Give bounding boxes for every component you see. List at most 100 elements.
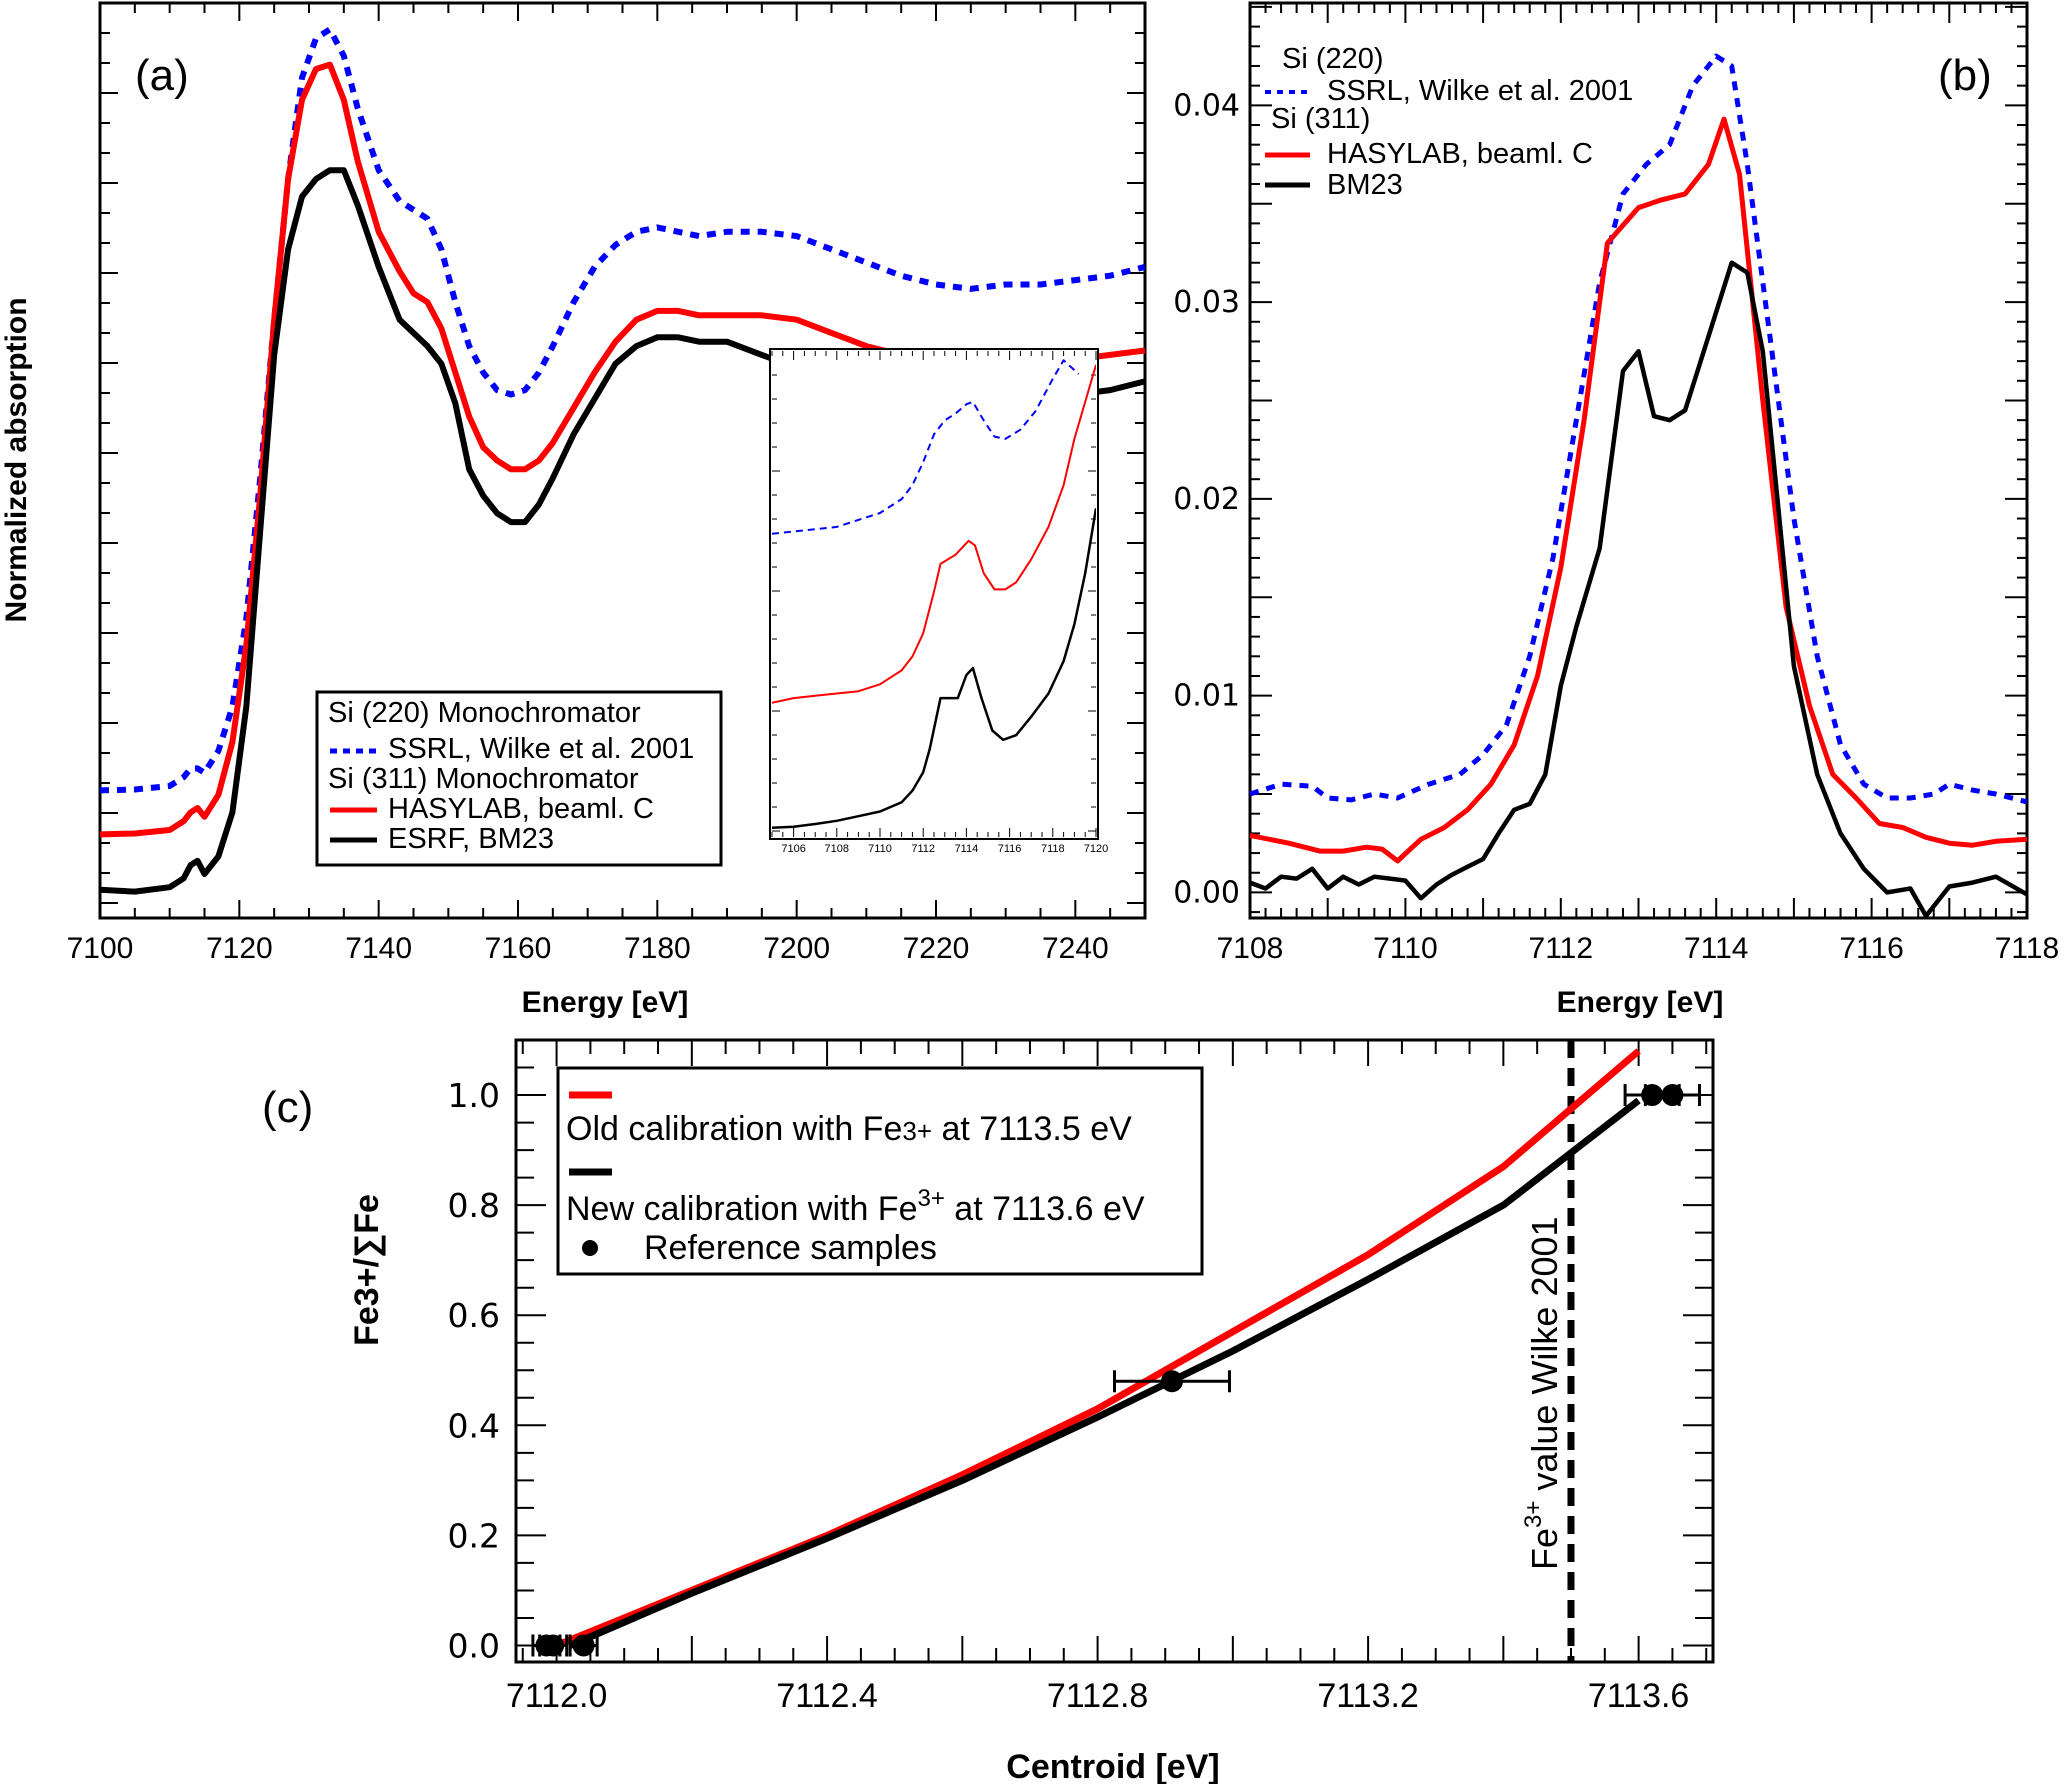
inset-xtick-label: 7114	[955, 843, 979, 855]
panel-a-xtick-label: 7100	[67, 932, 134, 965]
panel-b-series-esrf	[1249, 260, 2029, 919]
panel-c-series-new	[568, 1097, 1641, 1649]
panel-c: 0.0 0.2 0.4 0.6 0.8 1.0 7112.0 7112.4 7112.8 7113…	[262, 1038, 1715, 1784]
wilke-2001-label: Fe3+ value Wilke 2001	[1520, 1216, 1565, 1570]
legend-c-new-sup: 3+	[917, 1185, 944, 1212]
panel-c-xtick-label: 7113.6	[1588, 1677, 1689, 1715]
inset-xtick-label: 7112	[911, 843, 935, 855]
inset-xtick-label: 7106	[781, 843, 805, 855]
panel-c-ticks: 0.0 0.2 0.4 0.6 0.8 1.0 7112.0 7112.4 7112.8 7113…	[448, 1039, 1713, 1715]
inset-series-hasylab	[772, 364, 1096, 704]
panel-c-points	[531, 1084, 1701, 1657]
panel-a-xtick-label: 7160	[485, 932, 552, 965]
panel-c-frame	[514, 1038, 1715, 1664]
inset-ticks: 7106 7108 7110 7112 7114 7116 7118 7120	[771, 351, 1108, 855]
panel-b-xtick-label: 7108	[1217, 932, 1284, 965]
inset-xtick-label: 7108	[825, 843, 849, 855]
legend-label-ssrl: SSRL, Wilke et al. 2001	[388, 733, 694, 765]
inset-xtick-label: 7120	[1084, 843, 1108, 855]
legend-b-label-esrf: BM23	[1327, 169, 1403, 201]
inset-xtick-label: 7116	[998, 843, 1022, 855]
panel-a-xtick-label: 7220	[903, 932, 970, 965]
panel-c-series	[555, 1048, 1641, 1649]
panel-b-xtick-label: 7110	[1373, 932, 1438, 965]
panel-a-ticks: 7100 7120 7140 7160 7180 7200 7220 7240	[67, 3, 1146, 965]
panel-c-ytick-label: 1.0	[448, 1076, 500, 1115]
legend-b-header-si220: Si (220)	[1282, 43, 1384, 75]
panel-c-ytick-label: 0.0	[448, 1626, 500, 1665]
panel-c-reference-line: Fe3+ value Wilke 2001	[1520, 1040, 1575, 1662]
legend-c-old-sup: 3+	[902, 1116, 932, 1146]
panel-b-xtick-label: 7118	[1995, 932, 2060, 965]
legend-b-label-hasylab: HASYLAB, beaml. C	[1327, 138, 1593, 170]
panel-b: 0.00 0.01 0.02 0.03 0.04 7108 7110 7112 7114 7116…	[1173, 1, 2059, 1019]
panel-b-xlabel: Energy [eV]	[1557, 986, 1724, 1019]
panel-c-legend-box	[556, 1066, 1204, 1276]
legend-c-label-refs: Reference samples	[644, 1229, 937, 1267]
panel-b-xtick-label: 7112	[1529, 932, 1594, 965]
panel-c-xtick-label: 7113.2	[1317, 1677, 1418, 1715]
legend-label-hasylab: HASYLAB, beaml. C	[388, 793, 654, 825]
panel-c-label: (c)	[262, 1083, 313, 1132]
panel-c-ytick-label: 0.4	[448, 1406, 500, 1445]
inset-series-ssrl	[772, 359, 1080, 535]
legend-c-label-old: Old calibration with Fe3+ at 7113.5 eV	[566, 1110, 1132, 1148]
panel-b-ytick-label: 0.04	[1173, 88, 1240, 123]
panel-b-series-ssrl	[1249, 53, 2028, 805]
inset-series-group	[772, 359, 1096, 829]
panel-c-xtick-label: 7112.8	[1047, 1677, 1148, 1715]
panel-a-series-hasylab	[99, 61, 1146, 838]
legend-b-header-si311: Si (311)	[1271, 103, 1370, 135]
panel-a: 7100 7120 7140 7160 7180 7200 7220 7240 (a) Nor…	[0, 1, 1147, 1019]
inset-xtick-label: 7110	[868, 843, 892, 855]
panel-b-ytick-label: 0.01	[1173, 679, 1240, 714]
panel-a-xtick-label: 7120	[206, 932, 273, 965]
legend-c-new-after: at 7113.6 eV	[945, 1190, 1145, 1228]
inset-series	[772, 359, 1096, 829]
inset-xtick-label: 7118	[1041, 843, 1065, 855]
legend-c-new-main: New calibration with Fe	[566, 1190, 917, 1228]
panel-a-series-ssrl	[99, 26, 1146, 794]
legend-header-si311: Si (311) Monochromator	[328, 763, 639, 795]
panel-b-series-hasylab	[1249, 116, 2028, 864]
panel-a-ylabel: Normalized absorption	[0, 297, 33, 622]
legend-b-label-ssrl: SSRL, Wilke et al. 2001	[1327, 75, 1633, 107]
panel-b-legend: Si (220) SSRL, Wilke et al. 2001 Si (311…	[1265, 43, 1633, 201]
panel-c-legend: Old calibration with Fe3+ at 7113.5 eV N…	[556, 1066, 1204, 1276]
legend-label-esrf: ESRF, BM23	[388, 823, 554, 855]
reference-sample-point	[1661, 1084, 1684, 1107]
legend-c-old-after: at 7113.5 eV	[932, 1110, 1132, 1148]
wilke-label-after: value Wilke 2001	[1524, 1216, 1565, 1500]
panel-a-xtick-label: 7200	[763, 932, 830, 965]
panel-c-ytick-label: 0.8	[448, 1186, 500, 1225]
wilke-label-sup: 3+	[1520, 1501, 1547, 1528]
panel-c-ylabel: Fe3+/∑Fe	[348, 1194, 386, 1346]
panel-b-xtick-label: 7114	[1684, 932, 1749, 965]
panel-a-inset: 7106 7108 7110 7112 7114 7116 7118 7120	[769, 348, 1108, 855]
panel-b-ytick-label: 0.02	[1173, 482, 1240, 517]
panel-b-xtick-label: 7116	[1839, 932, 1904, 965]
inset-series-esrf	[772, 508, 1096, 829]
panel-a-legend-box	[315, 690, 723, 867]
panel-b-ticks: 0.00 0.01 0.02 0.03 0.04 7108 7110 7112 7114 7116…	[1173, 3, 2059, 965]
reference-sample-point	[1160, 1370, 1183, 1393]
panel-c-ytick-label: 0.2	[448, 1516, 500, 1555]
panel-a-xtick-label: 7140	[345, 932, 412, 965]
panel-a-xtick-label: 7180	[624, 932, 691, 965]
panel-b-series	[1249, 53, 2029, 919]
legend-c-old-main: Old calibration with Fe	[566, 1110, 902, 1148]
panel-c-xlabel: Centroid [eV]	[1006, 1748, 1219, 1784]
panel-a-xtick-label: 7240	[1042, 932, 1109, 965]
panel-c-xtick-label: 7112.4	[776, 1677, 877, 1715]
reference-sample-point	[542, 1634, 565, 1657]
reference-sample-point	[572, 1634, 595, 1657]
panel-b-ytick-label: 0.03	[1173, 285, 1240, 320]
panel-c-ytick-label: 0.6	[448, 1296, 500, 1335]
panel-b-label: (b)	[1938, 51, 1992, 100]
panel-c-xtick-label: 7112.0	[506, 1677, 607, 1715]
wilke-label-main: Fe	[1524, 1528, 1565, 1570]
panel-b-ytick-label: 0.00	[1173, 875, 1240, 910]
panel-a-xlabel: Energy [eV]	[522, 986, 689, 1019]
legend-c-label-new: New calibration with Fe3+ at 7113.6 eV	[566, 1185, 1145, 1228]
